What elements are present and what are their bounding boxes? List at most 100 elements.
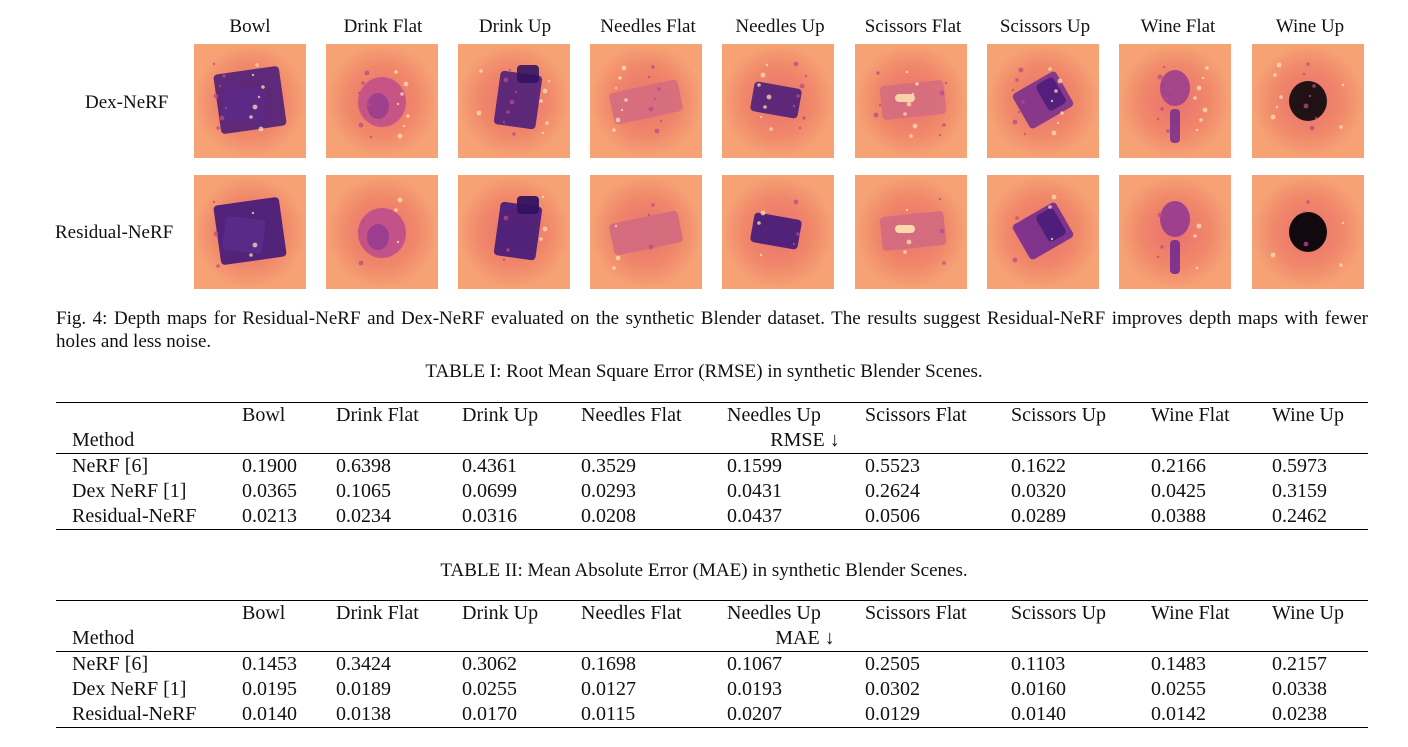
depth-object bbox=[517, 65, 539, 83]
depth-object bbox=[895, 94, 915, 102]
table-cell: 0.3159 bbox=[1272, 480, 1327, 502]
table-cell: 0.3424 bbox=[336, 653, 391, 675]
depth-object bbox=[1170, 240, 1180, 274]
method-header: Method bbox=[56, 428, 242, 454]
depth-noise bbox=[358, 260, 364, 266]
table-row: NeRF [6] 0.1453 0.3424 0.3062 0.1698 0.1… bbox=[56, 652, 1368, 678]
depth-noise bbox=[612, 266, 616, 270]
figure-caption: Fig. 4: Depth maps for Residual-NeRF and… bbox=[56, 308, 1368, 352]
method-name: Residual-NeRF bbox=[56, 504, 242, 530]
depth-noise bbox=[1339, 125, 1343, 129]
table-cell: 0.0142 bbox=[1151, 702, 1272, 728]
depth-map-image bbox=[987, 175, 1099, 289]
depth-noise bbox=[1018, 67, 1024, 73]
depth-noise bbox=[1205, 66, 1209, 70]
table-cell: 0.0425 bbox=[1151, 480, 1206, 502]
depth-noise bbox=[1339, 263, 1343, 267]
depth-object bbox=[1160, 70, 1190, 106]
method-name: NeRF [6] bbox=[72, 455, 149, 477]
depth-map-image bbox=[722, 175, 834, 289]
depth-noise bbox=[1314, 116, 1318, 120]
depth-map-image bbox=[1119, 44, 1231, 158]
table-cell: 0.0138 bbox=[336, 702, 462, 728]
depth-noise bbox=[905, 208, 909, 212]
depth-noise bbox=[539, 237, 543, 241]
depth-noise bbox=[654, 128, 660, 134]
depth-noise bbox=[1306, 62, 1310, 66]
table-cell: 0.0365 bbox=[242, 480, 297, 502]
table-cell: 0.1453 bbox=[242, 653, 297, 675]
depth-noise bbox=[878, 103, 882, 107]
row-label-dex-nerf: Dex-NeRF bbox=[85, 92, 169, 113]
depth-noise bbox=[509, 99, 515, 105]
depth-object bbox=[517, 196, 539, 214]
depth-noise bbox=[403, 81, 409, 87]
depth-noise bbox=[1273, 73, 1277, 77]
depth-map-image bbox=[1252, 175, 1364, 289]
depth-noise bbox=[1193, 96, 1197, 100]
depth-map-image bbox=[326, 44, 438, 158]
table-cell: 0.0170 bbox=[462, 702, 581, 728]
depth-noise bbox=[506, 248, 510, 252]
table-cell: 0.1483 bbox=[1151, 653, 1206, 675]
depth-object bbox=[493, 70, 543, 130]
column-header: Wine Flat bbox=[1151, 402, 1272, 428]
depth-noise bbox=[1196, 223, 1202, 229]
depth-map-image bbox=[855, 175, 967, 289]
depth-noise bbox=[258, 126, 264, 132]
depth-object bbox=[1289, 81, 1327, 121]
depth-noise bbox=[657, 87, 661, 91]
depth-noise bbox=[1057, 78, 1063, 84]
depth-noise bbox=[1011, 226, 1015, 230]
method-header: Method bbox=[56, 626, 242, 652]
column-header: Drink Flat bbox=[336, 402, 462, 428]
depth-noise bbox=[757, 83, 761, 87]
table-cell: 0.0115 bbox=[581, 702, 727, 728]
depth-noise bbox=[251, 211, 255, 215]
depth-noise bbox=[219, 115, 225, 121]
depth-object bbox=[750, 81, 802, 119]
depth-noise bbox=[766, 94, 772, 100]
depth-noise bbox=[651, 203, 655, 207]
depth-noise bbox=[647, 213, 651, 217]
depth-object bbox=[222, 85, 266, 123]
table-cell: 0.0289 bbox=[1011, 504, 1151, 530]
depth-object bbox=[1036, 208, 1066, 242]
scene-label: Scissors Up bbox=[999, 16, 1091, 37]
depth-noise bbox=[769, 127, 773, 131]
depth-noise bbox=[512, 132, 516, 136]
depth-noise bbox=[763, 105, 767, 109]
depth-noise bbox=[760, 210, 766, 216]
depth-noise bbox=[479, 69, 483, 73]
column-header: Scissors Flat bbox=[865, 600, 1011, 626]
table-subheader-row: Method RMSE ↓ bbox=[56, 428, 1368, 454]
depth-object bbox=[222, 216, 266, 254]
scene-label: Scissors Flat bbox=[864, 16, 962, 37]
column-header: Wine Flat bbox=[1151, 600, 1272, 626]
depth-noise bbox=[1015, 216, 1019, 220]
depth-noise bbox=[648, 106, 654, 112]
depth-noise bbox=[614, 224, 618, 228]
depth-noise bbox=[358, 122, 364, 128]
column-header: Needles Up bbox=[727, 600, 865, 626]
depth-map-image bbox=[458, 175, 570, 289]
depth-noise bbox=[942, 261, 946, 265]
table-cell: 0.2624 bbox=[865, 480, 920, 502]
depth-noise bbox=[1162, 65, 1166, 69]
depth-noise bbox=[1302, 72, 1306, 76]
depth-noise bbox=[213, 93, 219, 99]
table-cell: 0.2157 bbox=[1272, 653, 1327, 675]
depth-noise bbox=[357, 229, 361, 233]
depth-noise bbox=[1015, 78, 1019, 82]
depth-noise bbox=[792, 104, 796, 108]
depth-noise bbox=[759, 253, 763, 257]
column-header: Needles Up bbox=[727, 402, 865, 428]
scene-label: Needles Flat bbox=[600, 16, 696, 37]
depth-noise bbox=[938, 133, 942, 137]
depth-noise bbox=[502, 120, 506, 124]
column-header: Drink Up bbox=[462, 402, 581, 428]
depth-noise bbox=[1302, 210, 1306, 214]
depth-noise bbox=[1048, 205, 1052, 209]
depth-map-image bbox=[194, 175, 306, 289]
depth-noise bbox=[905, 70, 909, 74]
